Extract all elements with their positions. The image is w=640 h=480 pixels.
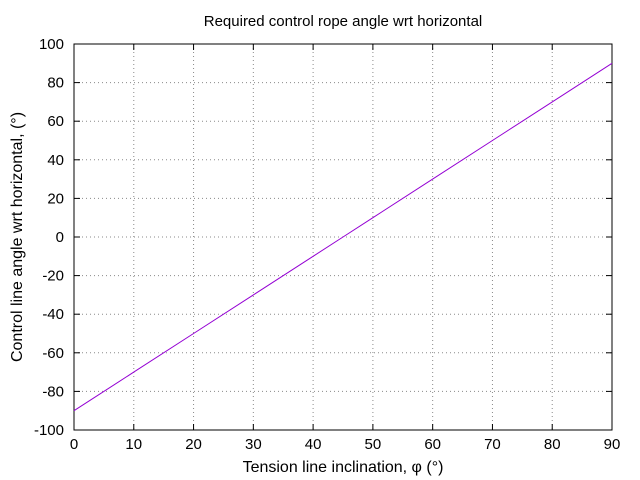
y-tick-label: -100 bbox=[34, 422, 64, 439]
series-line bbox=[73, 62, 613, 412]
x-tick-label: 10 bbox=[125, 436, 142, 453]
y-tick-labels: -100 -80 -60 -40 -20 0 20 40 60 80 100 bbox=[34, 36, 64, 439]
y-tick-label: 0 bbox=[56, 229, 64, 246]
x-tick-label: 80 bbox=[544, 436, 561, 453]
chart-title: Required control rope angle wrt horizont… bbox=[204, 13, 483, 30]
grid bbox=[74, 44, 612, 430]
x-tick-label: 30 bbox=[245, 436, 262, 453]
y-tick-label: 60 bbox=[47, 113, 64, 130]
y-tick-label: -60 bbox=[42, 345, 64, 362]
x-tick-label: 20 bbox=[185, 436, 202, 453]
y-tick-label: 100 bbox=[39, 36, 64, 53]
x-tick-label: 90 bbox=[604, 436, 621, 453]
y-tick-label: 20 bbox=[47, 190, 64, 207]
x-tick-label: 0 bbox=[70, 436, 78, 453]
x-tick-label: 70 bbox=[484, 436, 501, 453]
x-tick-label: 60 bbox=[424, 436, 441, 453]
y-tick-label: -40 bbox=[42, 306, 64, 323]
y-axis-title: Control line angle wrt horizontal, (°) bbox=[9, 112, 26, 362]
y-tick-label: -80 bbox=[42, 383, 64, 400]
x-tick-label: 50 bbox=[365, 436, 382, 453]
y-tick-label: 80 bbox=[47, 75, 64, 92]
plot-frame bbox=[73, 43, 613, 431]
x-tick-label: 40 bbox=[305, 436, 322, 453]
x-axis-title: Tension line inclination, φ (°) bbox=[243, 459, 444, 476]
y-tick-label: -20 bbox=[42, 268, 64, 285]
y-tick-label: 40 bbox=[47, 152, 64, 169]
x-tick-labels: 0 10 20 30 40 50 60 70 80 90 bbox=[70, 436, 621, 453]
series-layer bbox=[73, 62, 613, 412]
